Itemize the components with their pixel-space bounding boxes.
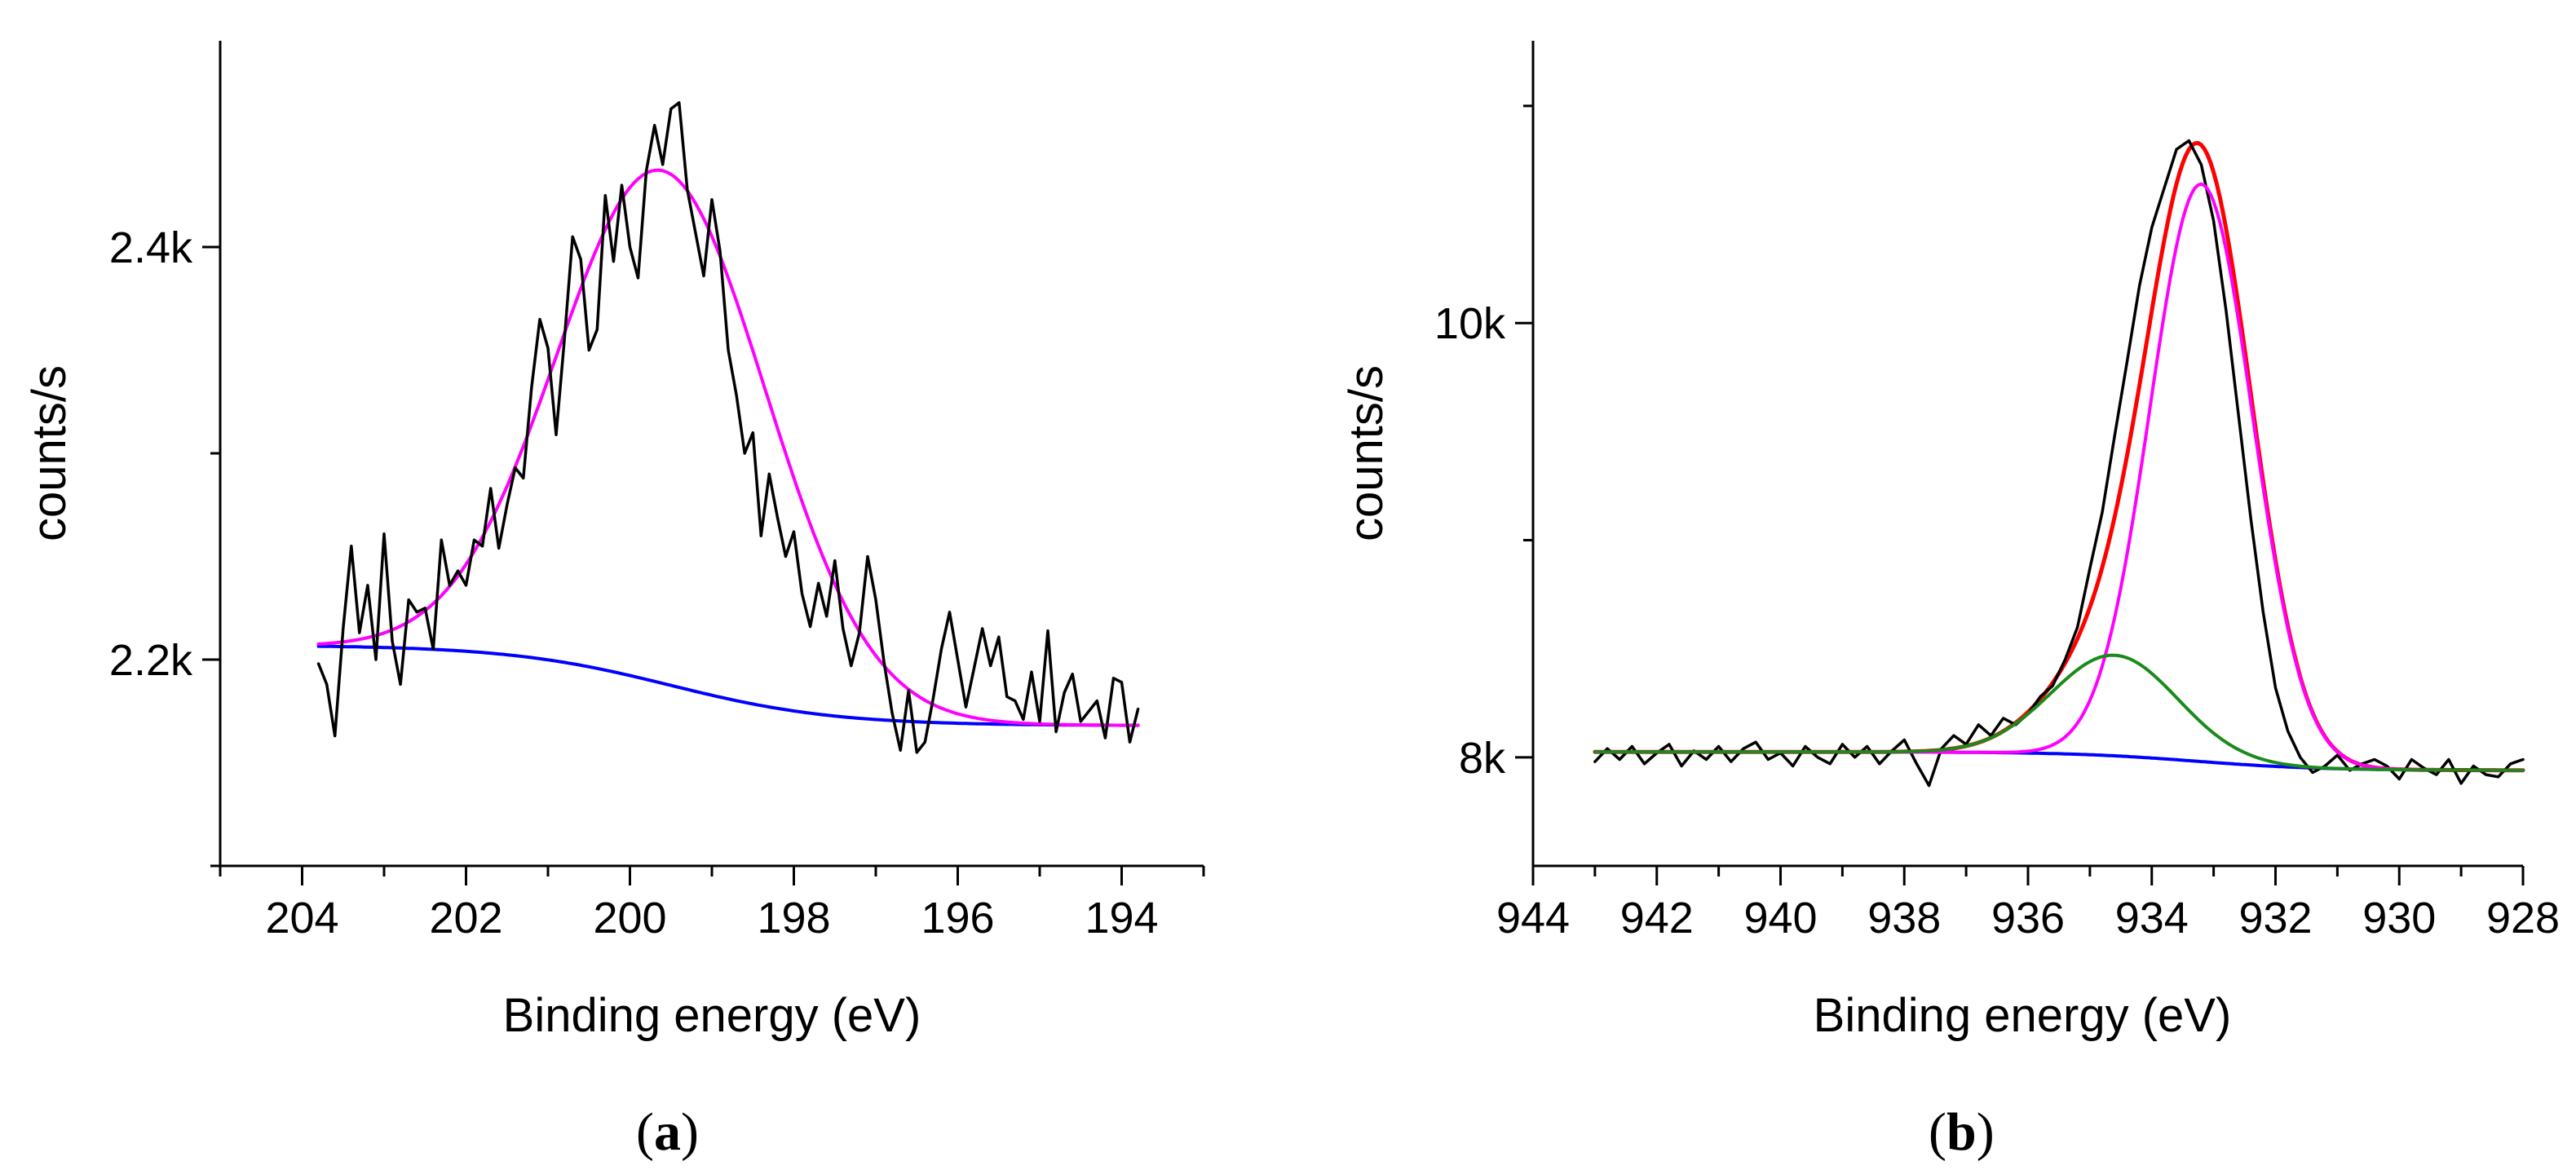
y-tick-label: 8k (1459, 734, 1506, 783)
panel-a-y-ticks: 2.2k 2.4k (109, 223, 220, 868)
x-tick-label: 928 (2486, 894, 2560, 943)
panel-b-series (1593, 139, 2525, 788)
x-tick-label: 944 (1496, 894, 1570, 943)
panel-a-x-ticks: 204 202 200 198 196 194 (219, 866, 1205, 943)
panel-b-frame (1531, 41, 2523, 868)
x-tick-label: 204 (265, 894, 338, 943)
envelope-curve (1593, 141, 2525, 773)
x-tick-label: 930 (2362, 894, 2436, 943)
panel-a: 204 202 200 198 196 194 2.2k 2.4k Binding ener… (23, 41, 1205, 1162)
peak-fit-curve (316, 168, 1140, 727)
x-tick-label: 936 (1991, 894, 2065, 943)
y-tick-label: 2.2k (109, 636, 193, 685)
panel-a-y-axis-title: counts/s (23, 365, 76, 541)
raw-spectrum-curve (316, 101, 1140, 754)
main-peak-curve (1593, 182, 2525, 772)
x-tick-label: 202 (429, 894, 502, 943)
x-tick-label: 938 (1867, 894, 1941, 943)
panel-a-series (316, 101, 1140, 754)
y-tick-label: 2.4k (109, 223, 193, 272)
x-tick-label: 934 (2115, 894, 2189, 943)
x-tick-label: 940 (1743, 894, 1817, 943)
background-curve (316, 644, 1140, 727)
x-tick-label: 194 (1085, 894, 1158, 943)
raw-spectrum-curve (1593, 139, 2525, 788)
panel-b-y-axis-title: counts/s (1340, 365, 1393, 541)
x-tick-label: 942 (1620, 894, 1694, 943)
panel-a-frame (219, 41, 1204, 868)
panel-b-label: (b) (1929, 1102, 1995, 1162)
x-tick-label: 196 (921, 894, 994, 943)
panel-b-y-ticks: 8k 10k (1434, 104, 1533, 783)
y-tick-label: 10k (1434, 299, 1506, 348)
panel-b-x-ticks: 944 942 940 938 936 934 932 930 928 (1496, 866, 2560, 943)
x-tick-label: 198 (757, 894, 830, 943)
panel-a-label: (a) (636, 1102, 699, 1162)
satellite-peak-curve (1593, 653, 2525, 772)
x-tick-label: 200 (593, 894, 666, 943)
panel-a-x-axis-title: Binding energy (eV) (503, 989, 921, 1042)
x-tick-label: 932 (2238, 894, 2312, 943)
panel-b: 944 942 940 938 936 934 932 930 928 8k 10k Bindin… (1340, 41, 2560, 1162)
panel-b-x-axis-title: Binding energy (eV) (1814, 989, 2232, 1042)
